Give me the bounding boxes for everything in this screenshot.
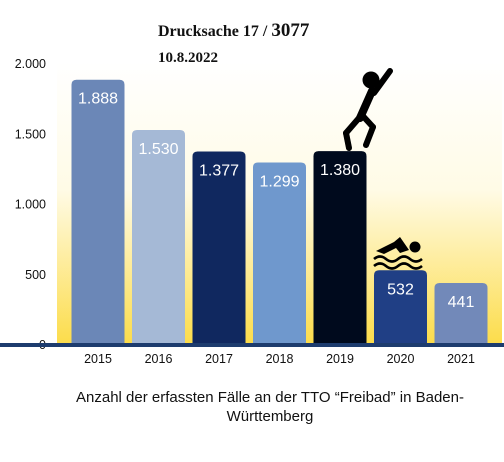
y-tick-label: 500 [25, 268, 46, 282]
document-date: 10.8.2022 [158, 50, 218, 66]
data-label-2016: 1.530 [138, 141, 178, 158]
bar-2021 [434, 283, 488, 345]
data-label-2021: 441 [448, 294, 475, 311]
chart-caption: Anzahl der erfassten Fälle an der TTO “F… [76, 389, 464, 425]
data-label-2019: 1.380 [320, 162, 360, 179]
data-label-2015: 1.888 [78, 91, 118, 108]
document-number: 3077 [271, 20, 310, 41]
x-tick-label-2017: 2017 [205, 352, 233, 366]
x-tick-label-2016: 2016 [145, 352, 173, 366]
y-tick-label: 1.000 [15, 198, 46, 212]
x-tick-label-2021: 2021 [447, 352, 475, 366]
document-label: Drucksache 17 / [158, 23, 268, 40]
jumping-person-icon [343, 68, 393, 151]
bar-2018 [253, 162, 306, 345]
data-label-2018: 1.299 [259, 173, 299, 190]
x-tick-label-2020: 2020 [387, 352, 415, 366]
x-tick-label-2015: 2015 [84, 352, 112, 366]
data-label-2017: 1.377 [199, 163, 239, 180]
bar-2019 [313, 151, 367, 345]
data-label-2020: 532 [387, 281, 414, 298]
swimmer-icon [373, 237, 423, 270]
y-tick-label: 1.500 [15, 127, 46, 141]
bar-2020 [374, 270, 427, 345]
x-tick-label-2018: 2018 [266, 352, 294, 366]
bar-2016 [132, 130, 185, 345]
bar-2017 [192, 151, 246, 345]
y-tick-label: 2.000 [15, 57, 46, 71]
bar-2015 [71, 79, 125, 346]
document-title: Drucksache 17 / 3077 [158, 20, 309, 42]
x-tick-label-2019: 2019 [326, 352, 354, 366]
